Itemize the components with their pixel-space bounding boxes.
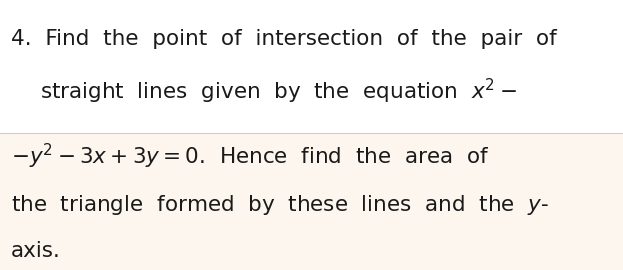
- Bar: [0, 133, 623, 270]
- Text: 4.  Find  the  point  of  intersection  of  the  pair  of: 4. Find the point of intersection of the…: [11, 29, 557, 49]
- Text: straight  lines  given  by  the  equation  $x^2 -$: straight lines given by the equation $x^…: [40, 77, 517, 106]
- Bar: [0, 0, 623, 133]
- Text: $-y^2 - 3x + 3y = 0$.  Hence  find  the  area  of: $-y^2 - 3x + 3y = 0$. Hence find the are…: [11, 142, 490, 171]
- Text: axis.: axis.: [11, 241, 61, 261]
- Text: the  triangle  formed  by  these  lines  and  the  $y$-: the triangle formed by these lines and t…: [11, 193, 549, 217]
